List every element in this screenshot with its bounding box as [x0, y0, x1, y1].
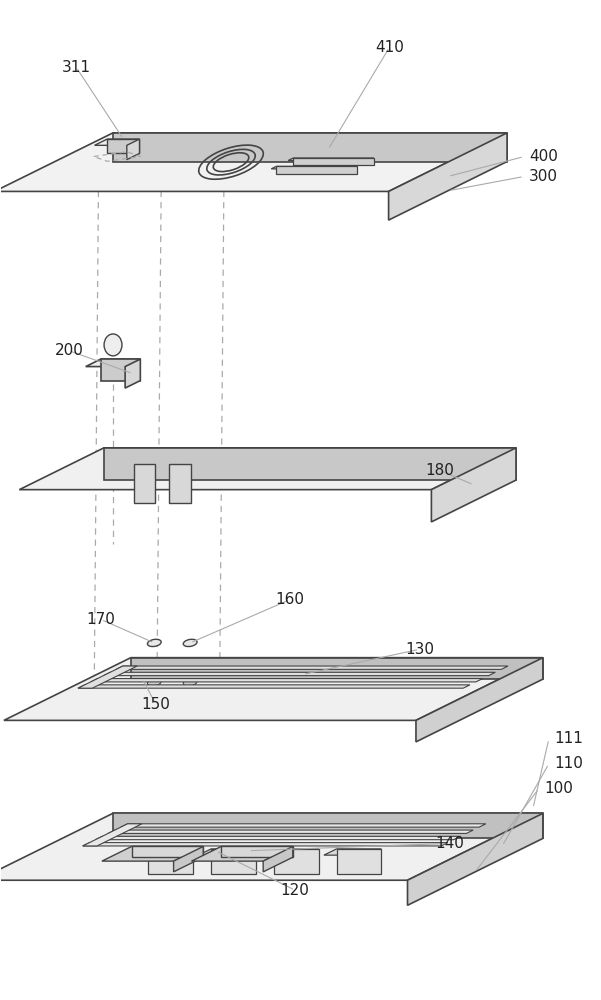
Polygon shape: [211, 849, 256, 874]
Polygon shape: [261, 849, 319, 855]
Polygon shape: [169, 464, 191, 503]
Polygon shape: [116, 666, 508, 669]
Polygon shape: [389, 133, 507, 220]
Polygon shape: [192, 846, 293, 861]
Polygon shape: [101, 359, 141, 381]
Polygon shape: [263, 846, 293, 872]
Polygon shape: [91, 679, 483, 682]
Polygon shape: [4, 658, 543, 720]
Text: 111: 111: [554, 731, 583, 746]
Polygon shape: [416, 658, 543, 742]
Text: 300: 300: [529, 169, 558, 184]
Polygon shape: [432, 448, 516, 522]
Ellipse shape: [147, 679, 161, 686]
Polygon shape: [132, 846, 203, 857]
Text: 140: 140: [435, 836, 464, 851]
Text: 180: 180: [425, 463, 454, 478]
Polygon shape: [148, 849, 194, 874]
Polygon shape: [94, 139, 139, 145]
Polygon shape: [131, 658, 543, 679]
Polygon shape: [125, 359, 141, 388]
Text: 400: 400: [529, 149, 558, 164]
Polygon shape: [276, 166, 357, 174]
Polygon shape: [108, 830, 473, 833]
Text: 100: 100: [544, 781, 573, 796]
Polygon shape: [221, 846, 293, 857]
Polygon shape: [102, 846, 203, 861]
Polygon shape: [407, 813, 543, 905]
Polygon shape: [104, 448, 516, 480]
Text: 311: 311: [61, 60, 91, 75]
Ellipse shape: [183, 679, 197, 686]
Polygon shape: [83, 824, 142, 846]
Text: 150: 150: [141, 697, 170, 712]
Polygon shape: [19, 448, 516, 490]
Polygon shape: [133, 464, 155, 503]
Text: 110: 110: [554, 756, 583, 771]
Polygon shape: [288, 158, 374, 160]
Text: 170: 170: [87, 612, 115, 627]
Text: 120: 120: [281, 883, 310, 898]
Polygon shape: [0, 813, 543, 880]
Polygon shape: [113, 813, 543, 838]
Polygon shape: [274, 849, 319, 874]
Polygon shape: [127, 139, 139, 160]
Text: 160: 160: [275, 592, 305, 607]
Text: 130: 130: [405, 642, 434, 657]
Polygon shape: [113, 133, 507, 162]
Text: 200: 200: [55, 343, 84, 358]
Polygon shape: [198, 849, 256, 855]
Polygon shape: [107, 139, 139, 153]
Polygon shape: [293, 158, 374, 165]
Polygon shape: [103, 672, 495, 676]
Text: 410: 410: [375, 40, 404, 55]
Polygon shape: [78, 685, 470, 688]
Ellipse shape: [183, 639, 197, 647]
Polygon shape: [271, 166, 357, 169]
Polygon shape: [174, 846, 203, 872]
Polygon shape: [96, 836, 460, 840]
Polygon shape: [0, 133, 507, 191]
Polygon shape: [86, 359, 141, 367]
Polygon shape: [136, 849, 194, 855]
Ellipse shape: [104, 334, 122, 356]
Polygon shape: [337, 849, 382, 874]
Polygon shape: [121, 824, 486, 827]
Polygon shape: [78, 666, 137, 688]
Ellipse shape: [147, 639, 161, 647]
Polygon shape: [83, 843, 448, 846]
Polygon shape: [324, 849, 382, 855]
